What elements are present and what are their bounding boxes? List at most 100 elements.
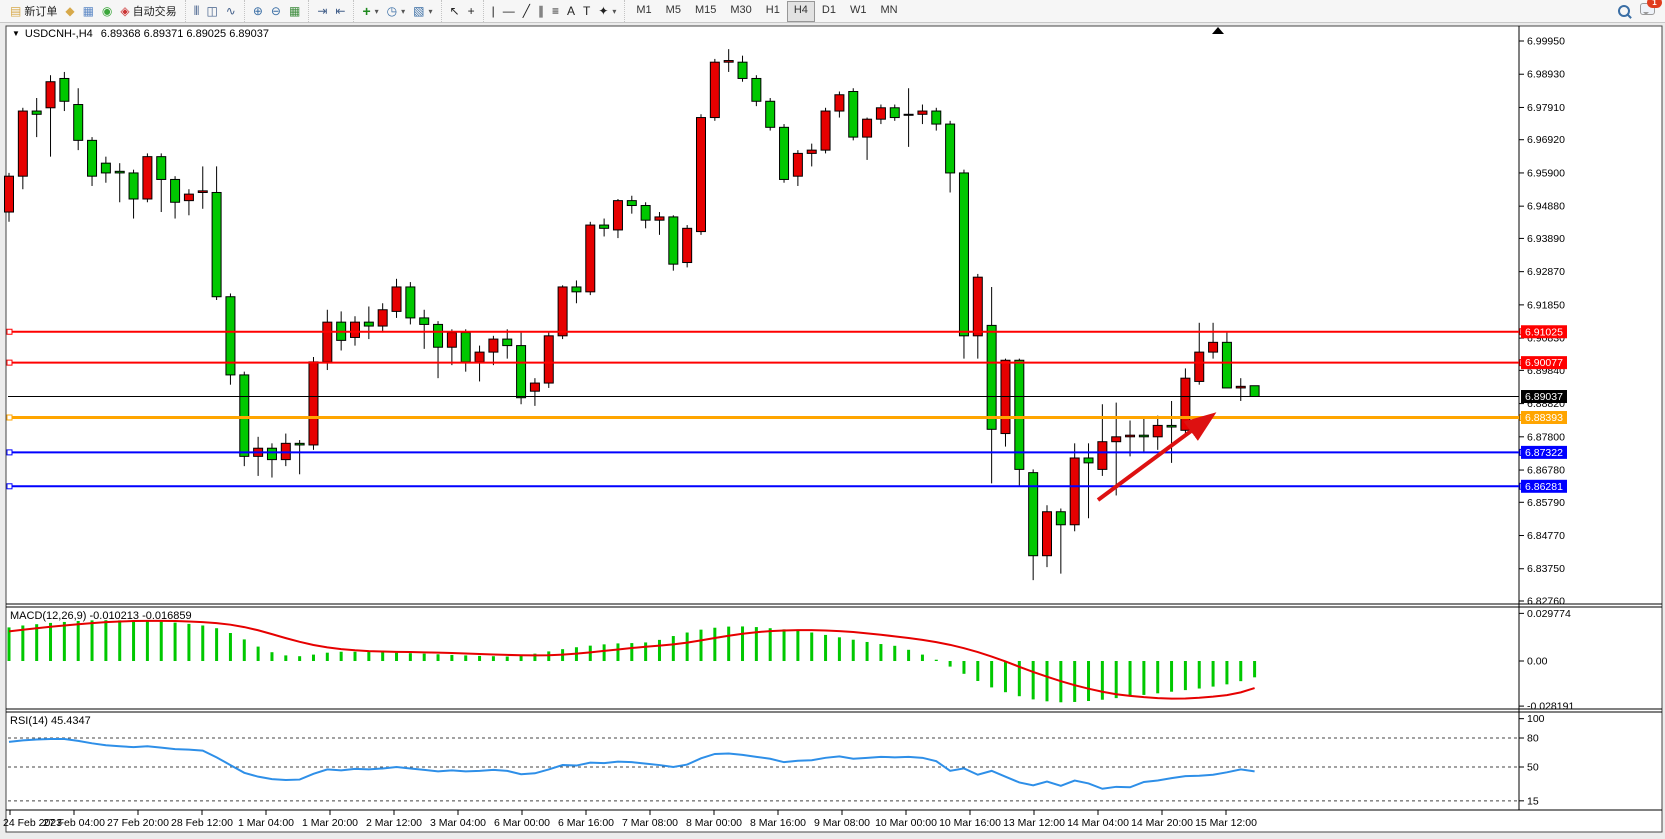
chevron-down-icon[interactable]: ▼ xyxy=(12,29,20,38)
templates-button[interactable]: ▧ ▾ xyxy=(409,1,436,22)
candle xyxy=(682,227,693,264)
cursor-button[interactable]: ↖ xyxy=(446,1,464,22)
timeframe-button-h4[interactable]: H4 xyxy=(786,0,815,22)
zoom-out-button[interactable]: ⊖ xyxy=(267,1,285,22)
candlestick-chart-button[interactable]: ◫ xyxy=(202,1,221,22)
macd-bar xyxy=(1073,661,1077,702)
timeframe-button-m5[interactable]: M5 xyxy=(665,3,681,16)
price-tick-label: 6.91850 xyxy=(1527,299,1565,311)
candle xyxy=(931,110,942,125)
macd-bar xyxy=(284,655,288,661)
trend-arrow-annotation[interactable] xyxy=(1096,412,1217,502)
time-axis-label: 27 Feb 04:00 xyxy=(43,817,105,829)
vertical-line-button[interactable]: | xyxy=(488,1,499,22)
macd-bar xyxy=(1017,661,1021,697)
profiles-icon[interactable]: ▦ xyxy=(79,1,98,22)
timeframe-button-m30[interactable]: M30 xyxy=(730,3,752,16)
signals-icon[interactable]: ◉ xyxy=(98,1,116,22)
time-axis-label: 14 Mar 20:00 xyxy=(1131,817,1193,829)
candle xyxy=(377,309,388,327)
macd-bar xyxy=(519,655,523,661)
candle xyxy=(156,156,167,180)
add-indicator-icon: + xyxy=(362,3,371,19)
timeframe-button-m1[interactable]: M1 xyxy=(636,3,652,16)
time-axis-label: 2 Mar 12:00 xyxy=(366,817,422,829)
arrows-button[interactable]: ✦ ▾ xyxy=(594,1,620,22)
bar-chart-button[interactable]: ||| xyxy=(190,1,203,22)
candle xyxy=(211,191,222,298)
timeframe-button-w1[interactable]: W1 xyxy=(849,3,867,16)
time-axis-label: 8 Mar 16:00 xyxy=(750,817,806,829)
level-handle[interactable] xyxy=(6,483,13,490)
candle xyxy=(1166,424,1177,428)
fibonacci-button[interactable]: ≡ xyxy=(548,1,563,22)
macd-bar xyxy=(242,639,246,661)
candle xyxy=(1055,511,1066,526)
price-tag-label: 6.87322 xyxy=(1525,447,1563,459)
candle xyxy=(834,94,845,112)
macd-bar xyxy=(1031,661,1035,700)
equidistant-channel-button[interactable]: ∥ xyxy=(534,1,548,22)
chevron-down-icon: ▾ xyxy=(612,6,617,16)
horizontal-line-button[interactable]: — xyxy=(499,1,519,22)
toolbar-right: 1 xyxy=(1618,0,1663,20)
chart-shift-button[interactable]: ⇤ xyxy=(331,1,349,22)
zoom-in-button[interactable]: ⊕ xyxy=(249,1,267,22)
trendline-icon: ╱ xyxy=(522,4,530,18)
macd-bar xyxy=(1211,661,1215,687)
macd-bar xyxy=(1156,661,1160,694)
tile-windows-button[interactable]: ▦ xyxy=(285,1,304,22)
text-label-button[interactable]: T xyxy=(579,1,594,22)
price-tick-label: 6.98930 xyxy=(1527,69,1565,81)
macd-bar xyxy=(118,620,122,661)
text-button[interactable]: A xyxy=(563,1,579,22)
templates-icon: ▧ xyxy=(413,4,425,18)
new-order-icon: ▤ xyxy=(10,4,22,18)
level-handle[interactable] xyxy=(6,359,13,366)
chat-bubble-button[interactable]: 1 xyxy=(1640,0,1662,20)
line-chart-button[interactable]: ∿ xyxy=(222,1,240,22)
autotrading-button[interactable]: ◈ 自动交易 xyxy=(116,1,180,22)
auto-scroll-button[interactable]: ⇥ xyxy=(313,1,331,22)
macd-bar xyxy=(630,643,634,661)
level-handle[interactable] xyxy=(6,328,13,335)
add-indicator-button[interactable]: + ▾ xyxy=(358,1,382,22)
timeframe-button-d1[interactable]: D1 xyxy=(821,3,836,16)
price-tag xyxy=(1521,479,1567,493)
candle xyxy=(862,118,873,138)
toolbar-group-zoom: ⊕ ⊖ ▦ xyxy=(243,0,308,22)
magnifier-icon[interactable] xyxy=(1618,5,1630,17)
macd-bar xyxy=(215,628,219,661)
macd-bar xyxy=(1142,661,1146,695)
level-handle[interactable] xyxy=(6,449,13,456)
macd-bar xyxy=(35,624,39,661)
candle xyxy=(945,123,956,174)
candle xyxy=(820,110,831,151)
candle xyxy=(225,296,236,376)
new-order-button[interactable]: ▤ 新订单 xyxy=(6,1,61,22)
timeframe-button-h1[interactable]: H1 xyxy=(765,3,780,16)
candle xyxy=(474,351,485,363)
periods-button[interactable]: ◷ ▾ xyxy=(383,1,410,22)
candle xyxy=(1014,359,1025,470)
trendline-button[interactable]: ╱ xyxy=(519,1,534,22)
macd-bar xyxy=(201,625,205,661)
candle xyxy=(197,190,208,193)
candle xyxy=(114,170,125,174)
chart-window-icon[interactable]: ◆ xyxy=(61,1,78,22)
chart-title: ▼ USDCNH-,H4 6.89368 6.89371 6.89025 6.890… xyxy=(12,28,269,40)
macd-tick-label: 0.029774 xyxy=(1527,608,1571,620)
macd-bar xyxy=(353,651,357,661)
macd-bar xyxy=(228,633,232,661)
macd-bar xyxy=(1128,661,1132,697)
macd-bar xyxy=(21,625,25,661)
timeframe-button-mn[interactable]: MN xyxy=(880,3,898,16)
timeframe-button-m15[interactable]: M15 xyxy=(694,3,717,16)
bar-chart-icon: ||| xyxy=(193,5,200,16)
zoom-in-icon: ⊕ xyxy=(252,4,263,18)
equidistant-channel-icon: ∥ xyxy=(537,4,544,18)
zoom-out-icon: ⊖ xyxy=(270,4,281,18)
candle xyxy=(1235,385,1246,389)
crosshair-button[interactable]: + xyxy=(464,1,479,22)
level-handle[interactable] xyxy=(6,414,13,421)
